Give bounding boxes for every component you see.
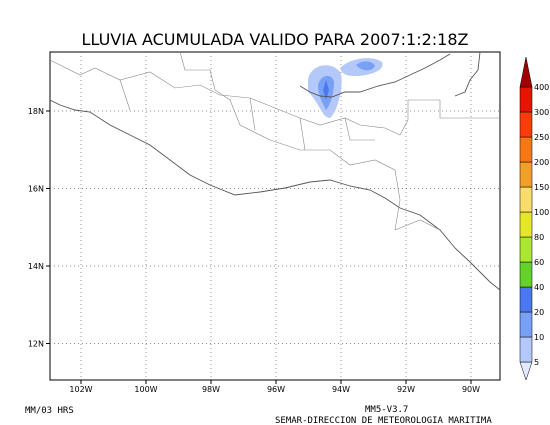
colorbar-label: 5	[534, 358, 539, 367]
lat-label: 18N	[28, 107, 44, 116]
colorbar-label: 60	[534, 258, 544, 267]
lon-label: 92W	[397, 385, 415, 394]
colorbar-segment	[519, 336, 533, 363]
colorbar-segment	[519, 311, 533, 338]
colorbar-segment	[519, 186, 533, 213]
colorbar-segment	[519, 361, 533, 381]
colorbar-segment	[519, 236, 533, 263]
colorbar-label: 200	[534, 158, 549, 167]
footer-model: MM5-V3.7	[365, 405, 408, 415]
colorbar-segment	[519, 86, 533, 113]
colorbar-segment	[519, 211, 533, 238]
colorbar-label: 400	[534, 83, 549, 92]
lon-label: 102W	[69, 385, 92, 394]
footer-credit: SEMAR-DIRECCION DE METEOROLOGIA MARITIMA	[275, 416, 492, 425]
colorbar-segment	[519, 161, 533, 188]
colorbar-segment	[519, 56, 533, 88]
lon-label: 94W	[332, 385, 350, 394]
colorbar-label: 10	[534, 333, 544, 342]
colorbar-label: 40	[534, 283, 544, 292]
colorbar-segment	[519, 261, 533, 288]
lon-label: 100W	[134, 385, 157, 394]
lon-label: 90W	[462, 385, 480, 394]
lon-label: 98W	[202, 385, 220, 394]
footer-left: MM/03 HRS	[25, 406, 74, 416]
colorbar-label: 80	[534, 233, 544, 242]
colorbar-segment	[519, 111, 533, 138]
colorbar-label: 150	[534, 183, 549, 192]
colorbar-label: 250	[534, 133, 549, 142]
colorbar-segment	[519, 136, 533, 163]
colorbar-segment	[519, 286, 533, 313]
colorbar-label: 300	[534, 108, 549, 117]
lat-label: 12N	[28, 340, 44, 349]
colorbar: 5 10 20 40 60 80 100 150 200 250 300 400	[519, 56, 549, 381]
title: LLUVIA ACUMULADA VALIDO PARA 2007:1:2:18…	[82, 30, 469, 49]
colorbar-label: 20	[534, 308, 544, 317]
colorbar-label: 100	[534, 208, 549, 217]
lon-label: 96W	[267, 385, 285, 394]
lat-label: 16N	[28, 185, 44, 194]
lat-label: 14N	[28, 262, 44, 271]
map	[46, 51, 501, 384]
